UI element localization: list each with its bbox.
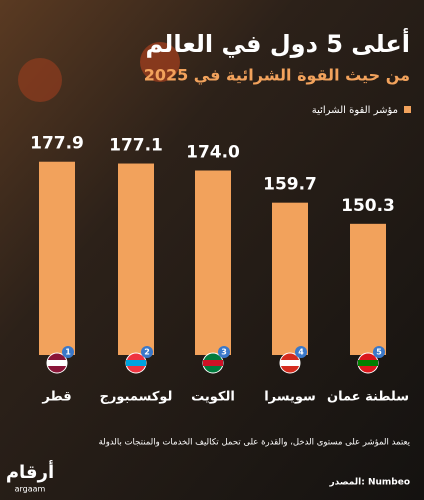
bar <box>195 170 231 355</box>
bar <box>39 161 75 355</box>
rank-badge <box>218 346 230 358</box>
rank-badge <box>295 346 307 358</box>
rank-badge <box>141 346 153 358</box>
bar <box>118 163 154 355</box>
legend-swatch <box>404 106 411 113</box>
flag <box>126 360 146 366</box>
x-tick-label: لوكسمبورج <box>100 390 173 405</box>
x-tick-label: الكويت <box>191 390 235 405</box>
decor <box>18 58 62 102</box>
rank-badge <box>62 346 74 358</box>
rank-label: 3 <box>221 348 227 357</box>
note: يعتمد المؤشر على مستوى الدخل، والقدرة عل… <box>99 438 411 448</box>
value-label: 159.7 <box>263 175 317 195</box>
logo-sub: argaam <box>15 485 46 494</box>
chart-title: أعلى 5 دول في العالم <box>145 28 410 58</box>
chart-subtitle: من حيث القوة الشرائية في 2025 <box>144 66 410 86</box>
x-tick-label: قطر <box>41 390 71 405</box>
rank-label: 4 <box>298 348 304 357</box>
bar <box>272 202 308 355</box>
rank-label: 2 <box>144 348 150 357</box>
source: المصدر: Numbeo <box>328 478 410 488</box>
flag <box>203 360 223 366</box>
legend-label: مؤشر القوة الشرائية <box>312 105 398 116</box>
x-tick-label: سويسرا <box>264 390 316 405</box>
value-label: 150.3 <box>341 196 395 216</box>
flag <box>358 360 378 366</box>
value-label: 174.0 <box>186 143 240 163</box>
value-label: 177.9 <box>30 134 84 154</box>
rank-label: 5 <box>376 348 382 357</box>
rank-badge <box>373 346 385 358</box>
bar <box>350 223 386 355</box>
rank-label: 1 <box>65 348 71 357</box>
logo: أرقام <box>6 460 54 483</box>
flag <box>280 360 300 366</box>
x-tick-label: سلطنة عمان <box>327 390 409 405</box>
decor <box>140 42 180 82</box>
value-label: 177.1 <box>109 136 163 156</box>
flag <box>47 360 67 366</box>
